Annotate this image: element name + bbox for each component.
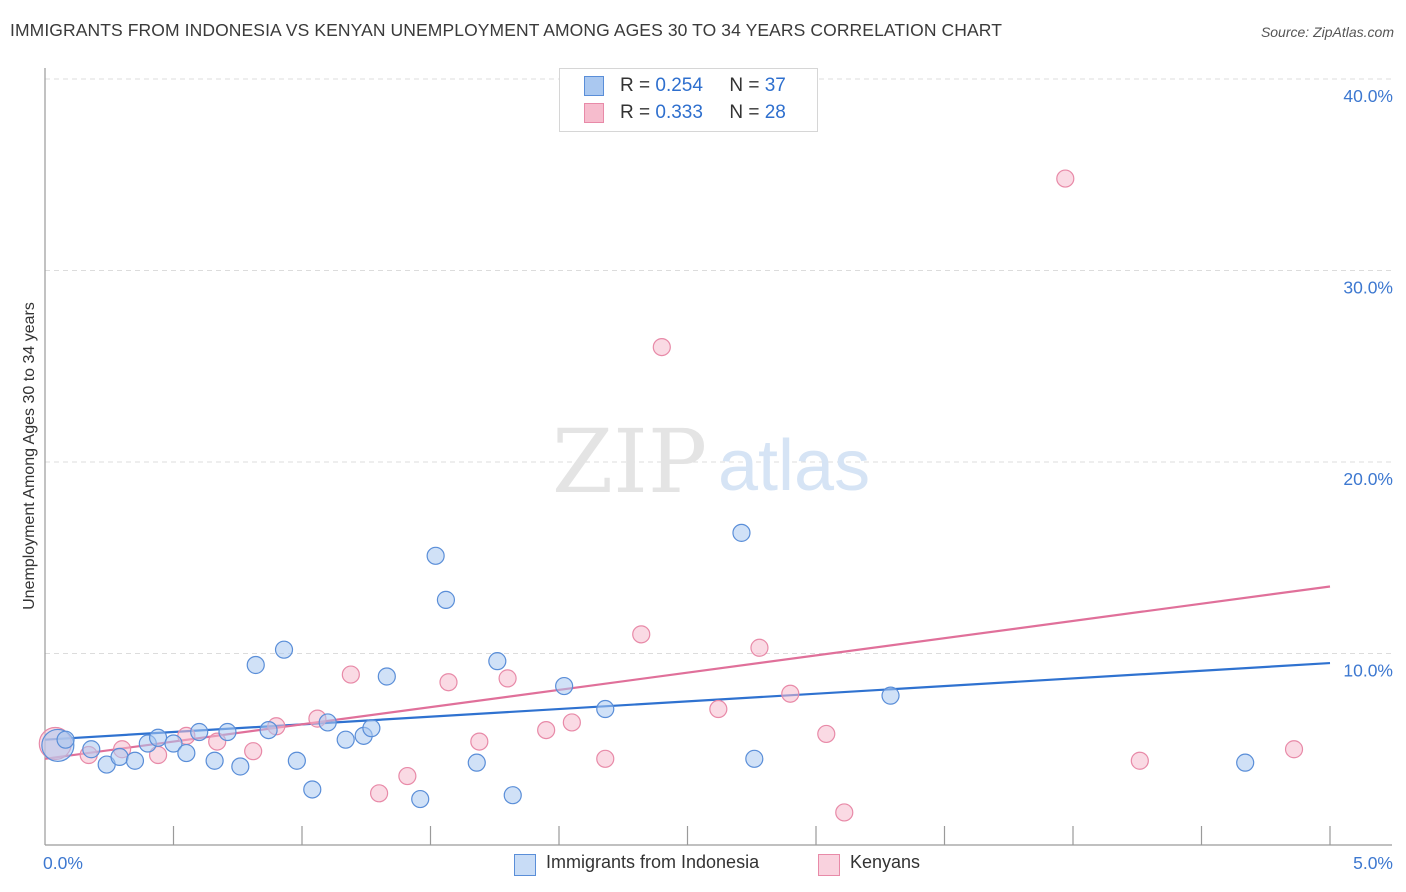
- trend-lines: [44, 585, 1331, 760]
- indonesia-point: [110, 747, 129, 767]
- indonesia-point: [488, 652, 507, 671]
- x-tick-label-min: 0.0%: [43, 853, 83, 873]
- legend-text-indonesia: R = 0.254 N = 37: [620, 75, 786, 97]
- watermark-zip: ZIP: [552, 410, 707, 513]
- trend-line-indonesia: [44, 661, 1331, 741]
- legend-n-label: N =: [729, 75, 760, 96]
- indonesia-point: [231, 757, 250, 776]
- trend-line-kenyans: [44, 585, 1331, 760]
- legend-r-value: 0.333: [655, 102, 703, 123]
- chart-title: IMMIGRANTS FROM INDONESIA VS KENYAN UNEM…: [10, 20, 1003, 40]
- indonesia-point: [881, 686, 900, 705]
- legend-r-label: R =: [620, 102, 651, 123]
- kenyans-point: [1284, 740, 1304, 759]
- y-tick-label: 10.0%: [1343, 661, 1393, 681]
- kenyans-point: [562, 713, 581, 732]
- kenyans-point: [398, 766, 417, 786]
- indonesia-point: [82, 740, 101, 759]
- kenyans-point: [709, 699, 728, 719]
- indonesia-point: [555, 676, 574, 696]
- legend-swatch-blue: [584, 76, 604, 96]
- kenyans-point: [370, 784, 389, 803]
- indonesia-point: [190, 722, 209, 742]
- kenyans-point: [596, 749, 615, 768]
- indonesia-point: [426, 546, 445, 565]
- indonesia-point: [732, 523, 751, 542]
- indonesia-point: [1236, 753, 1255, 772]
- data-points: [38, 169, 1304, 822]
- legend-n-value: 28: [764, 102, 786, 123]
- indonesia-point: [377, 667, 396, 686]
- bottom-legend-swatch-blue: [514, 854, 536, 876]
- x-tick-label-max: 5.0%: [1353, 853, 1393, 873]
- kenyans-point: [498, 669, 517, 688]
- indonesia-point: [318, 713, 337, 732]
- watermark-atlas: atlas: [718, 426, 870, 506]
- legend-r-value: 0.254: [655, 75, 703, 96]
- legend-n-value: 37: [764, 75, 786, 96]
- tick-labels: 10.0% 20.0% 30.0% 40.0% 0.0% 5.0%: [43, 86, 1393, 873]
- indonesia-point: [596, 699, 615, 719]
- indonesia-point: [218, 722, 237, 742]
- kenyans-point: [1056, 169, 1075, 188]
- legend-text-kenyans: R = 0.333 N = 28: [620, 102, 786, 124]
- indonesia-point: [503, 786, 522, 805]
- watermark: ZIP atlas: [552, 410, 870, 513]
- kenyans-point: [781, 684, 800, 703]
- legend-swatch-pink: [584, 103, 604, 123]
- indonesia-point: [336, 730, 355, 749]
- indonesia-point: [362, 719, 381, 738]
- bottom-legend-swatch-pink: [818, 854, 840, 876]
- kenyans-point: [652, 338, 671, 357]
- bottom-legend-label-indonesia: Immigrants from Indonesia: [546, 852, 760, 872]
- kenyans-point: [1130, 751, 1149, 770]
- kenyans-point: [537, 720, 556, 740]
- axes: [44, 68, 1392, 846]
- indonesia-point: [259, 720, 278, 740]
- kenyans-point: [835, 803, 854, 822]
- kenyans-point: [817, 724, 836, 744]
- legend-r-label: R =: [620, 75, 651, 96]
- indonesia-point: [205, 751, 224, 770]
- kenyans-point: [750, 638, 769, 657]
- source-credit: Source: ZipAtlas.com: [1260, 24, 1394, 40]
- kenyans-point: [244, 742, 263, 761]
- indonesia-point: [745, 749, 764, 768]
- kenyans-point: [341, 665, 360, 684]
- y-tick-label: 30.0%: [1343, 278, 1393, 298]
- legend-n-label: N =: [729, 102, 760, 123]
- indonesia-point: [411, 789, 430, 809]
- y-tick-label: 40.0%: [1343, 86, 1393, 106]
- grid-lines: [45, 78, 1392, 654]
- indonesia-point: [164, 734, 183, 753]
- indonesia-point: [303, 780, 322, 799]
- indonesia-point: [436, 590, 456, 609]
- kenyans-point: [632, 625, 651, 644]
- indonesia-point: [177, 743, 196, 763]
- bottom-legend-label-kenyans: Kenyans: [850, 852, 921, 872]
- indonesia-point: [125, 751, 145, 770]
- indonesia-point: [287, 751, 306, 770]
- kenyans-point: [470, 732, 489, 751]
- indonesia-point: [467, 753, 486, 772]
- indonesia-point: [274, 640, 294, 659]
- indonesia-point: [56, 730, 75, 749]
- kenyans-point: [439, 673, 458, 692]
- indonesia-point: [148, 728, 168, 747]
- correlation-legend: R = 0.254 N = 37 R = 0.333 N = 28: [559, 68, 818, 132]
- indonesia-point: [246, 655, 265, 675]
- y-tick-label: 20.0%: [1343, 469, 1393, 489]
